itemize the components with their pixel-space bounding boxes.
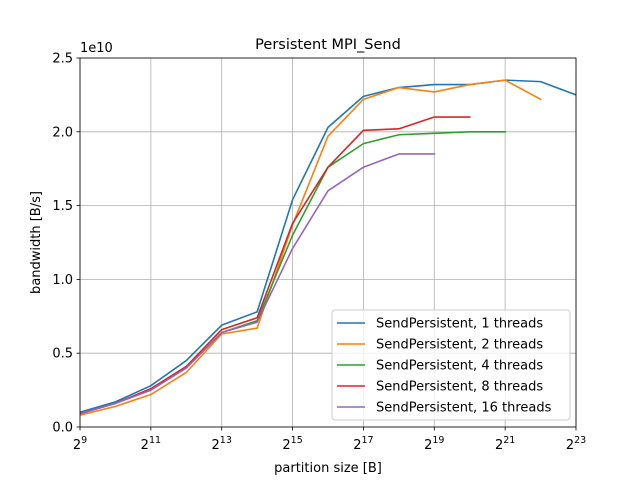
- x-tick-label: 29: [73, 435, 87, 453]
- axis-ticks: 29 211 213 215 217 219 221 223 0.0 0.5 1.0 1.5 2.0 2.…: [52, 52, 586, 454]
- x-tick-label: 221: [495, 435, 515, 453]
- x-tick-label: 223: [566, 435, 586, 453]
- y-tick-label: 1.5: [52, 199, 73, 214]
- legend-label-5: SendPersistent, 16 threads: [376, 401, 552, 416]
- x-tick-label: 217: [353, 435, 373, 453]
- y-tick-label: 0.5: [52, 347, 73, 362]
- y-axis-label: bandwidth [B/s]: [29, 191, 44, 294]
- series-line-2: [80, 79, 542, 417]
- x-tick-label: 219: [424, 435, 444, 453]
- y-tick-label: 1.0: [52, 273, 73, 288]
- y-tick-label: 0.0: [52, 421, 73, 436]
- y-offset-label: 1e10: [80, 41, 113, 56]
- series-line-5: [80, 153, 436, 415]
- chart-title: Persistent MPI_Send: [255, 37, 401, 53]
- legend-label-4: SendPersistent, 8 threads: [376, 380, 543, 395]
- x-tick-label: 213: [212, 435, 232, 453]
- x-axis-label: partition size [B]: [274, 461, 382, 476]
- y-tick-label: 2.0: [52, 125, 73, 140]
- y-tick-label: 2.5: [52, 52, 73, 67]
- series-lines: [80, 79, 576, 417]
- x-tick-label: 211: [141, 435, 161, 453]
- x-tick-label: 215: [282, 435, 302, 453]
- legend: SendPersistent, 1 threads SendPersistent,…: [331, 309, 571, 421]
- series-line-4: [80, 116, 471, 415]
- legend-label-1: SendPersistent, 1 threads: [376, 317, 543, 332]
- legend-label-3: SendPersistent, 4 threads: [376, 359, 543, 374]
- plot-frame: [79, 57, 577, 428]
- legend-box: [331, 309, 571, 421]
- legend-label-2: SendPersistent, 2 threads: [376, 338, 543, 353]
